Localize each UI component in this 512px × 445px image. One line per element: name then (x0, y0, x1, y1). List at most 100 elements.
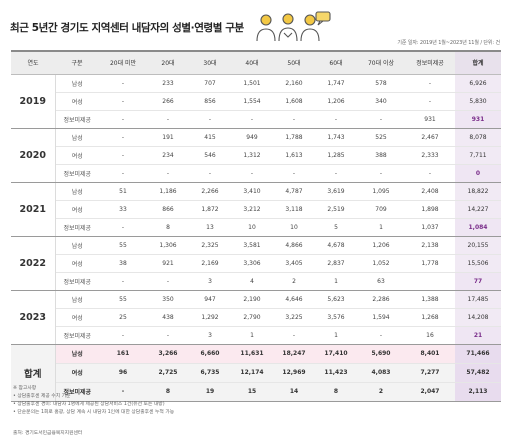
value-cell: 2,467 (405, 128, 455, 147)
value-cell: 709 (357, 200, 405, 219)
category-cell: 남성 (55, 344, 99, 364)
category-cell: 남성 (55, 290, 99, 309)
value-cell: - (405, 92, 455, 111)
category-cell: 남성 (55, 182, 99, 201)
value-cell: 1,206 (357, 236, 405, 255)
value-cell: - (147, 164, 189, 183)
value-cell: - (147, 110, 189, 129)
value-cell: 8 (147, 382, 189, 402)
table-row: 2023 남성 55 350 947 2,190 4,646 5,623 2,286 1,388 1… (11, 290, 501, 345)
value-cell: 1,743 (315, 128, 357, 147)
value-cell: 3,581 (231, 236, 273, 255)
value-cell: 2,190 (231, 290, 273, 309)
value-cell: - (273, 110, 315, 129)
notes: ※ 참고사항 • 상담출후센 제공 수치 기준 • 상담출후센 경미: 내담자 … (13, 385, 174, 417)
value-cell: 1,285 (315, 146, 357, 165)
value-cell: 388 (357, 146, 405, 165)
value-cell: 55 (99, 236, 147, 255)
value-cell: 1 (315, 272, 357, 291)
value-cell: 1,554 (231, 92, 273, 111)
total-cell: 21 (455, 326, 501, 345)
value-cell: 947 (189, 290, 231, 309)
value-cell: - (231, 164, 273, 183)
value-cell: 4,787 (273, 182, 315, 201)
value-cell: 161 (99, 344, 147, 364)
table-row: 여성 38 921 2,169 3,306 3,405 2,837 1,052 1,778 15,… (11, 254, 501, 273)
table-row: 2021 남성 51 1,186 2,266 3,410 4,787 3,619 1,095 2,… (11, 182, 501, 237)
value-cell: - (99, 146, 147, 165)
value-cell: - (99, 326, 147, 345)
person-icon (256, 14, 276, 42)
table-row: 여성 -266 856 1,554 1,608 1,206 340-5,830 (11, 92, 501, 111)
category-cell: 남성 (55, 236, 99, 255)
value-cell: 1,747 (315, 74, 357, 93)
value-cell: 14 (273, 382, 315, 402)
value-cell: 1,312 (231, 146, 273, 165)
category-cell: 여성 (55, 92, 99, 111)
total-cell: 77 (455, 272, 501, 291)
value-cell: 1,898 (405, 200, 455, 219)
table-row: 2020 남성 -191 415 949 1,788 1,743 525 2,467 8,078 (11, 128, 501, 183)
value-cell: 3,410 (231, 182, 273, 201)
value-cell: 6,735 (189, 363, 231, 383)
total-cell: 6,926 (455, 74, 501, 93)
value-cell: 16 (405, 326, 455, 345)
value-cell: 2,790 (231, 308, 273, 327)
value-cell: 1,206 (315, 92, 357, 111)
value-cell: 63 (357, 272, 405, 291)
value-cell: 3 (189, 272, 231, 291)
value-cell: 3,212 (231, 200, 273, 219)
total-cell: 2,113 (455, 382, 501, 402)
value-cell: 5,690 (357, 344, 405, 364)
total-cell: 15,506 (455, 254, 501, 273)
column-header: 연도 (11, 50, 55, 75)
value-cell: 2,286 (357, 290, 405, 309)
value-cell: 12,174 (231, 363, 273, 383)
value-cell: 1,613 (273, 146, 315, 165)
value-cell: 1,594 (357, 308, 405, 327)
value-cell: 578 (357, 74, 405, 93)
value-cell: 2 (273, 272, 315, 291)
value-cell: - (357, 326, 405, 345)
total-cell: 5,830 (455, 92, 501, 111)
value-cell: 1,292 (189, 308, 231, 327)
value-cell: 438 (147, 308, 189, 327)
statistics-table: 연도 구분 20대 미만 20대 30대 40대 50대 60대 70대 이상 … (11, 50, 501, 402)
total-cell: 0 (455, 164, 501, 183)
value-cell: 707 (189, 74, 231, 93)
value-cell: - (315, 110, 357, 129)
total-cell: 57,482 (455, 363, 501, 383)
value-cell: 4,646 (273, 290, 315, 309)
value-cell: - (405, 164, 455, 183)
value-cell: 4,866 (273, 236, 315, 255)
value-cell: 1,306 (147, 236, 189, 255)
total-cell: 20,155 (455, 236, 501, 255)
note-line: • 단순문의는 1회로 홈광, 상담 계속 시 내담자 1인에 대한 상담출후센… (13, 410, 175, 416)
value-cell: 11,631 (231, 344, 273, 364)
value-cell: 6,660 (189, 344, 231, 364)
value-cell: - (405, 74, 455, 93)
value-cell: 1,788 (273, 128, 315, 147)
value-cell: 3,405 (273, 254, 315, 273)
value-cell: 546 (189, 146, 231, 165)
column-header: 정보미제공 (405, 50, 455, 75)
value-cell: 4 (231, 272, 273, 291)
table-row: 2022 남성 55 1,306 2,325 3,581 4,866 4,678 1,206 2,… (11, 236, 501, 291)
value-cell: 2,725 (147, 363, 189, 383)
value-cell: 96 (99, 363, 147, 383)
total-cell: 17,485 (455, 290, 501, 309)
value-cell: - (99, 110, 147, 129)
value-cell: 51 (99, 182, 147, 201)
page-title: 최근 5년간 경기도 지역센터 내담자의 성별·연령별 구분 (10, 22, 244, 34)
note-line: ※ 참고사항 (13, 386, 37, 391)
value-cell: 3,576 (315, 308, 357, 327)
total-cell: 14,208 (455, 308, 501, 327)
category-cell: 여성 (55, 363, 99, 383)
value-cell: 1 (231, 326, 273, 345)
value-cell: - (99, 272, 147, 291)
column-header: 구분 (55, 50, 99, 75)
table-row: 정보미제공 -8 13 10 10 5 1 1,037 1,084 (11, 218, 501, 237)
value-cell: 3,118 (273, 200, 315, 219)
value-cell: 2 (357, 382, 405, 402)
value-cell: - (273, 326, 315, 345)
